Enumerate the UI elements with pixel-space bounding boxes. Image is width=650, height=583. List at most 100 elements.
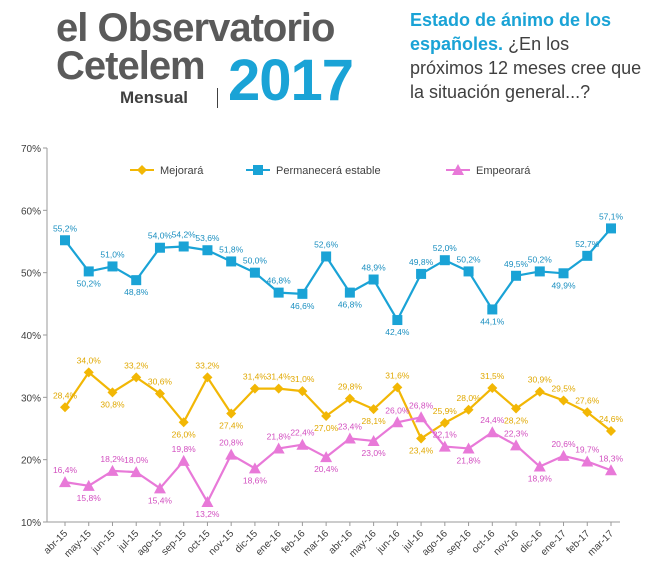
data-label: 31,5%: [480, 371, 505, 381]
data-label: 52,7%: [575, 239, 600, 249]
data-label: 20,4%: [314, 464, 339, 474]
data-point: [343, 432, 356, 444]
data-label: 25,9%: [433, 406, 458, 416]
data-label: 27,0%: [314, 423, 339, 433]
data-label: 23,0%: [362, 448, 387, 458]
data-label: 51,0%: [100, 249, 125, 259]
x-tick-label: mar-17: [586, 528, 616, 558]
data-point: [201, 496, 214, 508]
y-tick-label: 40%: [21, 331, 41, 342]
data-label: 26,0%: [172, 429, 197, 439]
data-point: [582, 250, 593, 261]
observatorio-logo: el Observatorio Cetelem Mensual 2017: [56, 6, 386, 110]
data-point: [107, 261, 118, 272]
legend-marker: [253, 165, 263, 175]
data-point: [533, 460, 546, 472]
data-point: [439, 417, 450, 428]
data-label: 30,8%: [100, 399, 125, 409]
y-tick-label: 20%: [21, 456, 41, 467]
data-label: 46,8%: [338, 300, 363, 310]
data-point: [392, 315, 403, 326]
y-tick-label: 50%: [21, 269, 41, 280]
data-point: [225, 448, 238, 460]
data-label: 18,0%: [124, 455, 149, 465]
data-label: 28,0%: [457, 393, 482, 403]
data-point: [83, 367, 94, 378]
data-point: [321, 411, 332, 422]
data-label: 27,6%: [575, 395, 600, 405]
data-label: 24,6%: [599, 414, 624, 424]
data-point: [131, 372, 142, 383]
data-point: [438, 440, 451, 452]
data-point: [82, 479, 95, 491]
data-label: 50,2%: [457, 254, 482, 264]
data-label: 30,9%: [528, 375, 553, 385]
data-label: 20,6%: [551, 439, 576, 449]
data-label: 48,8%: [124, 287, 149, 297]
data-label: 50,0%: [243, 256, 268, 266]
legend-label: Permanecerá estable: [276, 165, 381, 177]
data-point: [463, 266, 474, 277]
legend-marker: [452, 164, 464, 175]
data-label: 48,9%: [362, 263, 387, 273]
data-label: 18,9%: [528, 474, 553, 484]
y-tick-label: 60%: [21, 206, 41, 217]
data-label: 16,4%: [53, 465, 78, 475]
data-label: 30,6%: [148, 377, 173, 387]
data-point: [344, 393, 355, 404]
logo-title-line1: el Observatorio: [56, 6, 335, 50]
data-point: [463, 404, 474, 415]
data-label: 28,4%: [53, 390, 78, 400]
data-point: [321, 251, 332, 262]
data-point: [534, 266, 545, 277]
series-line: [64, 371, 612, 440]
x-tick-label: ago-16: [420, 528, 450, 558]
data-point: [248, 462, 261, 474]
data-label: 19,8%: [172, 444, 197, 454]
data-label: 18,2%: [100, 454, 125, 464]
data-label: 13,2%: [195, 509, 220, 519]
data-point: [272, 442, 285, 454]
x-tick-label: may-16: [347, 528, 379, 560]
data-label: 42,4%: [385, 327, 410, 337]
data-label: 18,6%: [243, 475, 268, 485]
data-point: [178, 241, 189, 252]
data-label: 15,4%: [148, 495, 173, 505]
data-label: 46,8%: [267, 276, 292, 286]
logo-subtitle: Mensual: [120, 88, 189, 107]
data-label: 26,8%: [409, 400, 434, 410]
data-point: [368, 274, 379, 285]
data-label: 46,6%: [290, 301, 315, 311]
data-point: [178, 417, 189, 428]
x-tick-label: ene-16: [254, 528, 284, 558]
x-tick-label: sep-15: [159, 528, 189, 558]
data-label: 50,2%: [528, 254, 553, 264]
data-point: [153, 482, 166, 494]
data-label: 19,7%: [575, 445, 600, 455]
data-label: 28,2%: [504, 416, 529, 426]
data-label: 21,8%: [457, 455, 482, 465]
x-tick-label: sep-16: [444, 528, 474, 558]
x-tick-label: may-15: [62, 528, 94, 560]
data-label: 51,8%: [219, 244, 244, 254]
data-label: 18,3%: [599, 453, 624, 463]
data-point: [297, 288, 308, 299]
legend-label: Mejorará: [160, 165, 204, 177]
data-point: [368, 404, 379, 415]
question-highlight: Estado de ánimo de los españoles.: [410, 10, 612, 54]
data-label: 53,6%: [195, 233, 220, 243]
data-point: [582, 407, 593, 418]
data-label: 20,8%: [219, 438, 244, 448]
x-tick-label: ene-17: [539, 528, 569, 558]
data-point: [202, 372, 213, 383]
data-label: 55,2%: [53, 223, 78, 233]
data-point: [486, 426, 499, 438]
data-point: [392, 382, 403, 393]
data-point: [511, 403, 522, 414]
data-point: [558, 395, 569, 406]
data-label: 22,3%: [504, 428, 529, 438]
data-label: 31,6%: [385, 370, 410, 380]
data-point: [202, 245, 213, 256]
data-point: [154, 242, 165, 253]
data-label: 54,0%: [148, 231, 173, 241]
